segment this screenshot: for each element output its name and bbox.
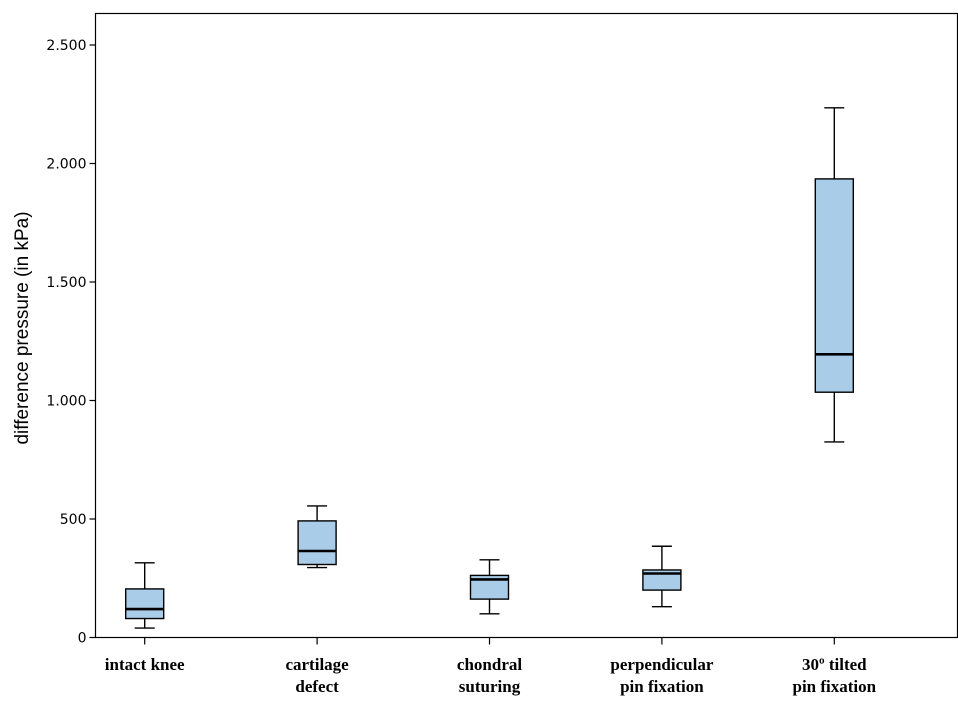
y-tick-label: 500: [60, 512, 87, 528]
box-series: [124, 107, 854, 629]
iqr-box: [469, 574, 510, 600]
x-category-label: intact knee: [105, 655, 185, 674]
x-category-label-line: defect: [295, 677, 339, 696]
box-group: [297, 505, 337, 569]
x-category-label: chondral suturing: [457, 655, 522, 696]
box-group: [124, 562, 165, 629]
box-group: [814, 107, 854, 443]
x-category-label: 30º tilted pin fixation: [792, 655, 876, 696]
box-group: [642, 545, 682, 608]
y-axis-title: difference pressure (in kPa): [12, 211, 33, 444]
y-tick-label: 2.500: [46, 38, 86, 54]
iqr-box: [642, 569, 682, 591]
iqr-box: [297, 520, 337, 566]
x-category-label: cartilage defect: [285, 655, 349, 696]
x-category-label-line: pin fixation: [792, 677, 876, 696]
y-tick-label: 1.500: [46, 275, 86, 291]
x-category-label-line: chondral: [457, 655, 522, 674]
y-tick-label: 1.000: [46, 394, 86, 410]
x-category-label-line: intact knee: [105, 655, 185, 674]
x-category-label: perpendicular pin fixation: [610, 655, 713, 696]
y-tick-label: 2.000: [46, 157, 86, 173]
iqr-box: [814, 178, 854, 393]
x-category-label-line: 30º tilted: [802, 655, 867, 674]
box-group: [469, 559, 510, 615]
x-category-label-line: pin fixation: [620, 677, 704, 696]
y-axis: 0 500 1.000 1.500 2.000 2.500: [46, 38, 96, 647]
y-tick-label: 0: [78, 631, 87, 647]
x-category-label-line: cartilage: [285, 655, 349, 674]
x-axis: intact knee cartilage defect chondral suturi…: [105, 637, 877, 696]
x-category-label-line: perpendicular: [610, 655, 713, 674]
x-category-label-line: suturing: [459, 677, 521, 696]
iqr-box: [124, 588, 165, 620]
